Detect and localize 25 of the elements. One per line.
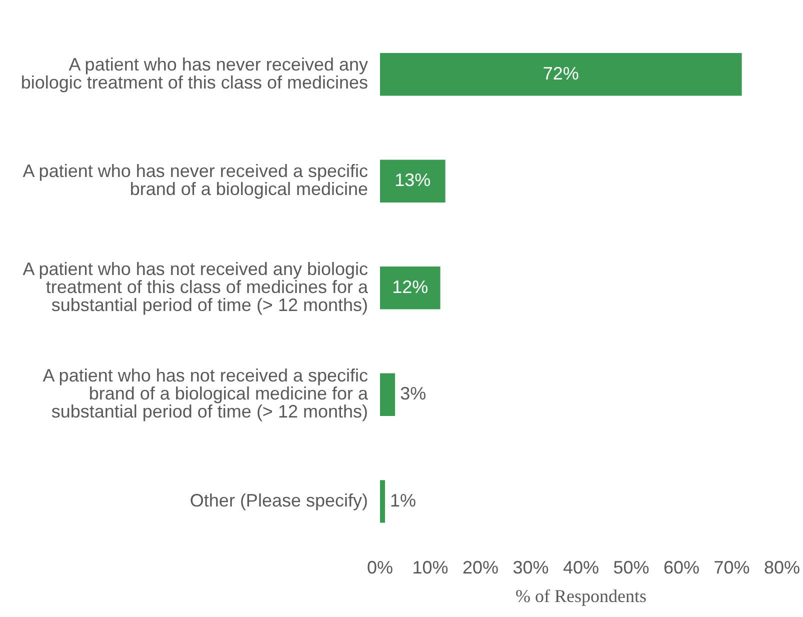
x-tick-label: 60% bbox=[663, 558, 700, 578]
y-tick-label: A patient who has not received a specific brand of a biological medicine for a substantial period of time (> 12 months) bbox=[42, 366, 369, 422]
x-tick-label: 10% bbox=[412, 558, 448, 578]
bar bbox=[380, 373, 396, 416]
y-tick-label: A patient who has never received any biologic treatment of this class of medicines bbox=[20, 54, 368, 92]
x-tick-label: 50% bbox=[613, 558, 650, 578]
data-label: 72% bbox=[542, 63, 579, 84]
y-tick-label: A patient who has not received any biologic treatment of this class of medicines for a substantial period of time (> 12 months) bbox=[22, 258, 369, 315]
y-tick-label: A patient who has never received a specific brand of a biological medicine bbox=[22, 161, 368, 200]
bar bbox=[380, 266, 440, 310]
x-tick-label: 30% bbox=[512, 558, 549, 578]
data-label: 1% bbox=[390, 490, 416, 510]
bar bbox=[380, 480, 386, 523]
bar bbox=[380, 53, 742, 96]
data-label: 3% bbox=[400, 384, 426, 404]
data-label: 12% bbox=[392, 276, 428, 297]
data-label: 13% bbox=[394, 170, 431, 190]
bar bbox=[380, 160, 446, 202]
x-tick-label: 20% bbox=[462, 558, 499, 578]
x-tick-label: 40% bbox=[562, 558, 600, 578]
x-tick-label: 70% bbox=[714, 558, 750, 578]
x-tick-label: 0% bbox=[366, 558, 394, 578]
y-tick-label: Other (Please specify) bbox=[190, 490, 368, 510]
x-tick-label: 80% bbox=[764, 558, 800, 578]
x-axis-title: % of Respondents bbox=[516, 586, 646, 606]
